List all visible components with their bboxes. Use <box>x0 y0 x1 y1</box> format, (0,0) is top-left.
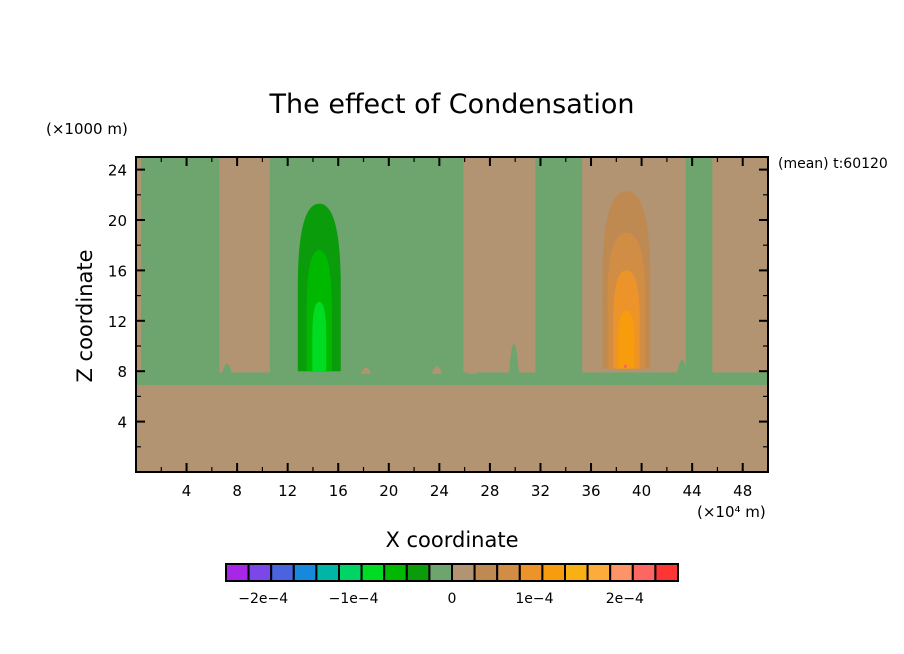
colorbar-tick-label: 1e−4 <box>515 591 553 607</box>
x-axis-label: X coordinate <box>385 528 518 552</box>
contour-lower-layer <box>136 385 768 472</box>
colorbar-labels: −2e−4 −1e−4 0 1e−4 2e−4 <box>238 591 644 607</box>
colorbar-swatch <box>518 563 544 582</box>
x-tick-label: 32 <box>531 482 550 500</box>
x-tick-label: 36 <box>581 482 600 500</box>
colorbar-tick-label: −1e−4 <box>329 591 379 607</box>
y-tick-label: 24 <box>108 162 127 180</box>
contour-peak <box>623 364 627 368</box>
y-tick-label: 16 <box>108 262 127 280</box>
colorbar-swatch <box>338 563 363 582</box>
colorbar-swatch <box>451 563 476 582</box>
contour-negative-plume <box>312 301 327 372</box>
colorbar-swatch <box>247 563 273 582</box>
x-tick-label: 44 <box>683 482 702 500</box>
colorbar-swatch <box>473 563 499 582</box>
contour-positive-column <box>463 157 536 377</box>
contour-spike <box>467 368 478 374</box>
contour-band <box>136 372 768 386</box>
x-tick-label: 8 <box>232 482 242 500</box>
contour-positive-plume <box>618 310 635 369</box>
colorbar-swatch <box>631 563 657 582</box>
colorbar-swatch <box>496 563 521 582</box>
colorbar-swatch <box>383 563 408 582</box>
x-tick-label: 16 <box>329 482 348 500</box>
colorbar-swatch <box>428 563 453 582</box>
y-tick-label: 12 <box>108 313 127 331</box>
chart-title: The effect of Condensation <box>269 89 635 120</box>
colorbar-tick-label: −2e−4 <box>238 591 288 607</box>
x-tick-label: 48 <box>733 482 752 500</box>
colorbar-tick-label: 2e−4 <box>606 591 644 607</box>
axis-ticks <box>136 157 768 472</box>
contour-positive-column <box>219 157 270 377</box>
colorbar-swatch <box>609 563 634 582</box>
x-tick-label: 20 <box>379 482 398 500</box>
colorbar-swatch <box>541 563 567 582</box>
contour-positive-column <box>712 157 768 377</box>
y-tick-labels: 4 8 12 16 20 24 <box>108 162 127 432</box>
annotation-label: (mean) t:60120 <box>778 156 888 172</box>
contour-spike <box>221 363 233 374</box>
x-tick-label: 24 <box>430 482 449 500</box>
colorbar-swatch <box>360 563 386 582</box>
y-tick-label: 8 <box>117 363 127 381</box>
colorbar-swatch <box>405 563 431 582</box>
colorbar-swatch <box>292 563 318 582</box>
y-tick-label: 4 <box>117 414 127 432</box>
x-tick-labels: 4 8 12 16 20 24 28 32 36 40 44 48 <box>182 482 752 500</box>
x-tick-label: 12 <box>278 482 297 500</box>
contour-spike <box>431 366 442 374</box>
contour-spike <box>360 367 372 374</box>
contour-positive-column <box>136 157 142 377</box>
plot-frame <box>135 156 769 473</box>
colorbar-swatch <box>225 563 250 582</box>
colorbar-swatch <box>315 563 340 582</box>
contour-spike <box>568 337 579 374</box>
colorbar <box>225 563 680 582</box>
y-axis-label: Z coordinate <box>73 249 97 382</box>
contour-spike <box>508 343 519 374</box>
colorbar-swatch <box>564 563 589 582</box>
y-tick-label: 20 <box>108 212 127 230</box>
contour-spike <box>676 359 688 374</box>
y-unit-label: (×1000 m) <box>46 120 128 138</box>
colorbar-swatch <box>654 563 680 582</box>
colorbar-swatch <box>270 563 295 582</box>
colorbar-tick-label: 0 <box>448 591 457 607</box>
colorbar-swatch <box>586 563 612 582</box>
contour-field <box>136 157 768 472</box>
x-tick-label: 4 <box>182 482 192 500</box>
x-tick-label: 28 <box>480 482 499 500</box>
x-unit-label: (×10⁴ m) <box>697 503 766 521</box>
x-tick-label: 40 <box>632 482 651 500</box>
